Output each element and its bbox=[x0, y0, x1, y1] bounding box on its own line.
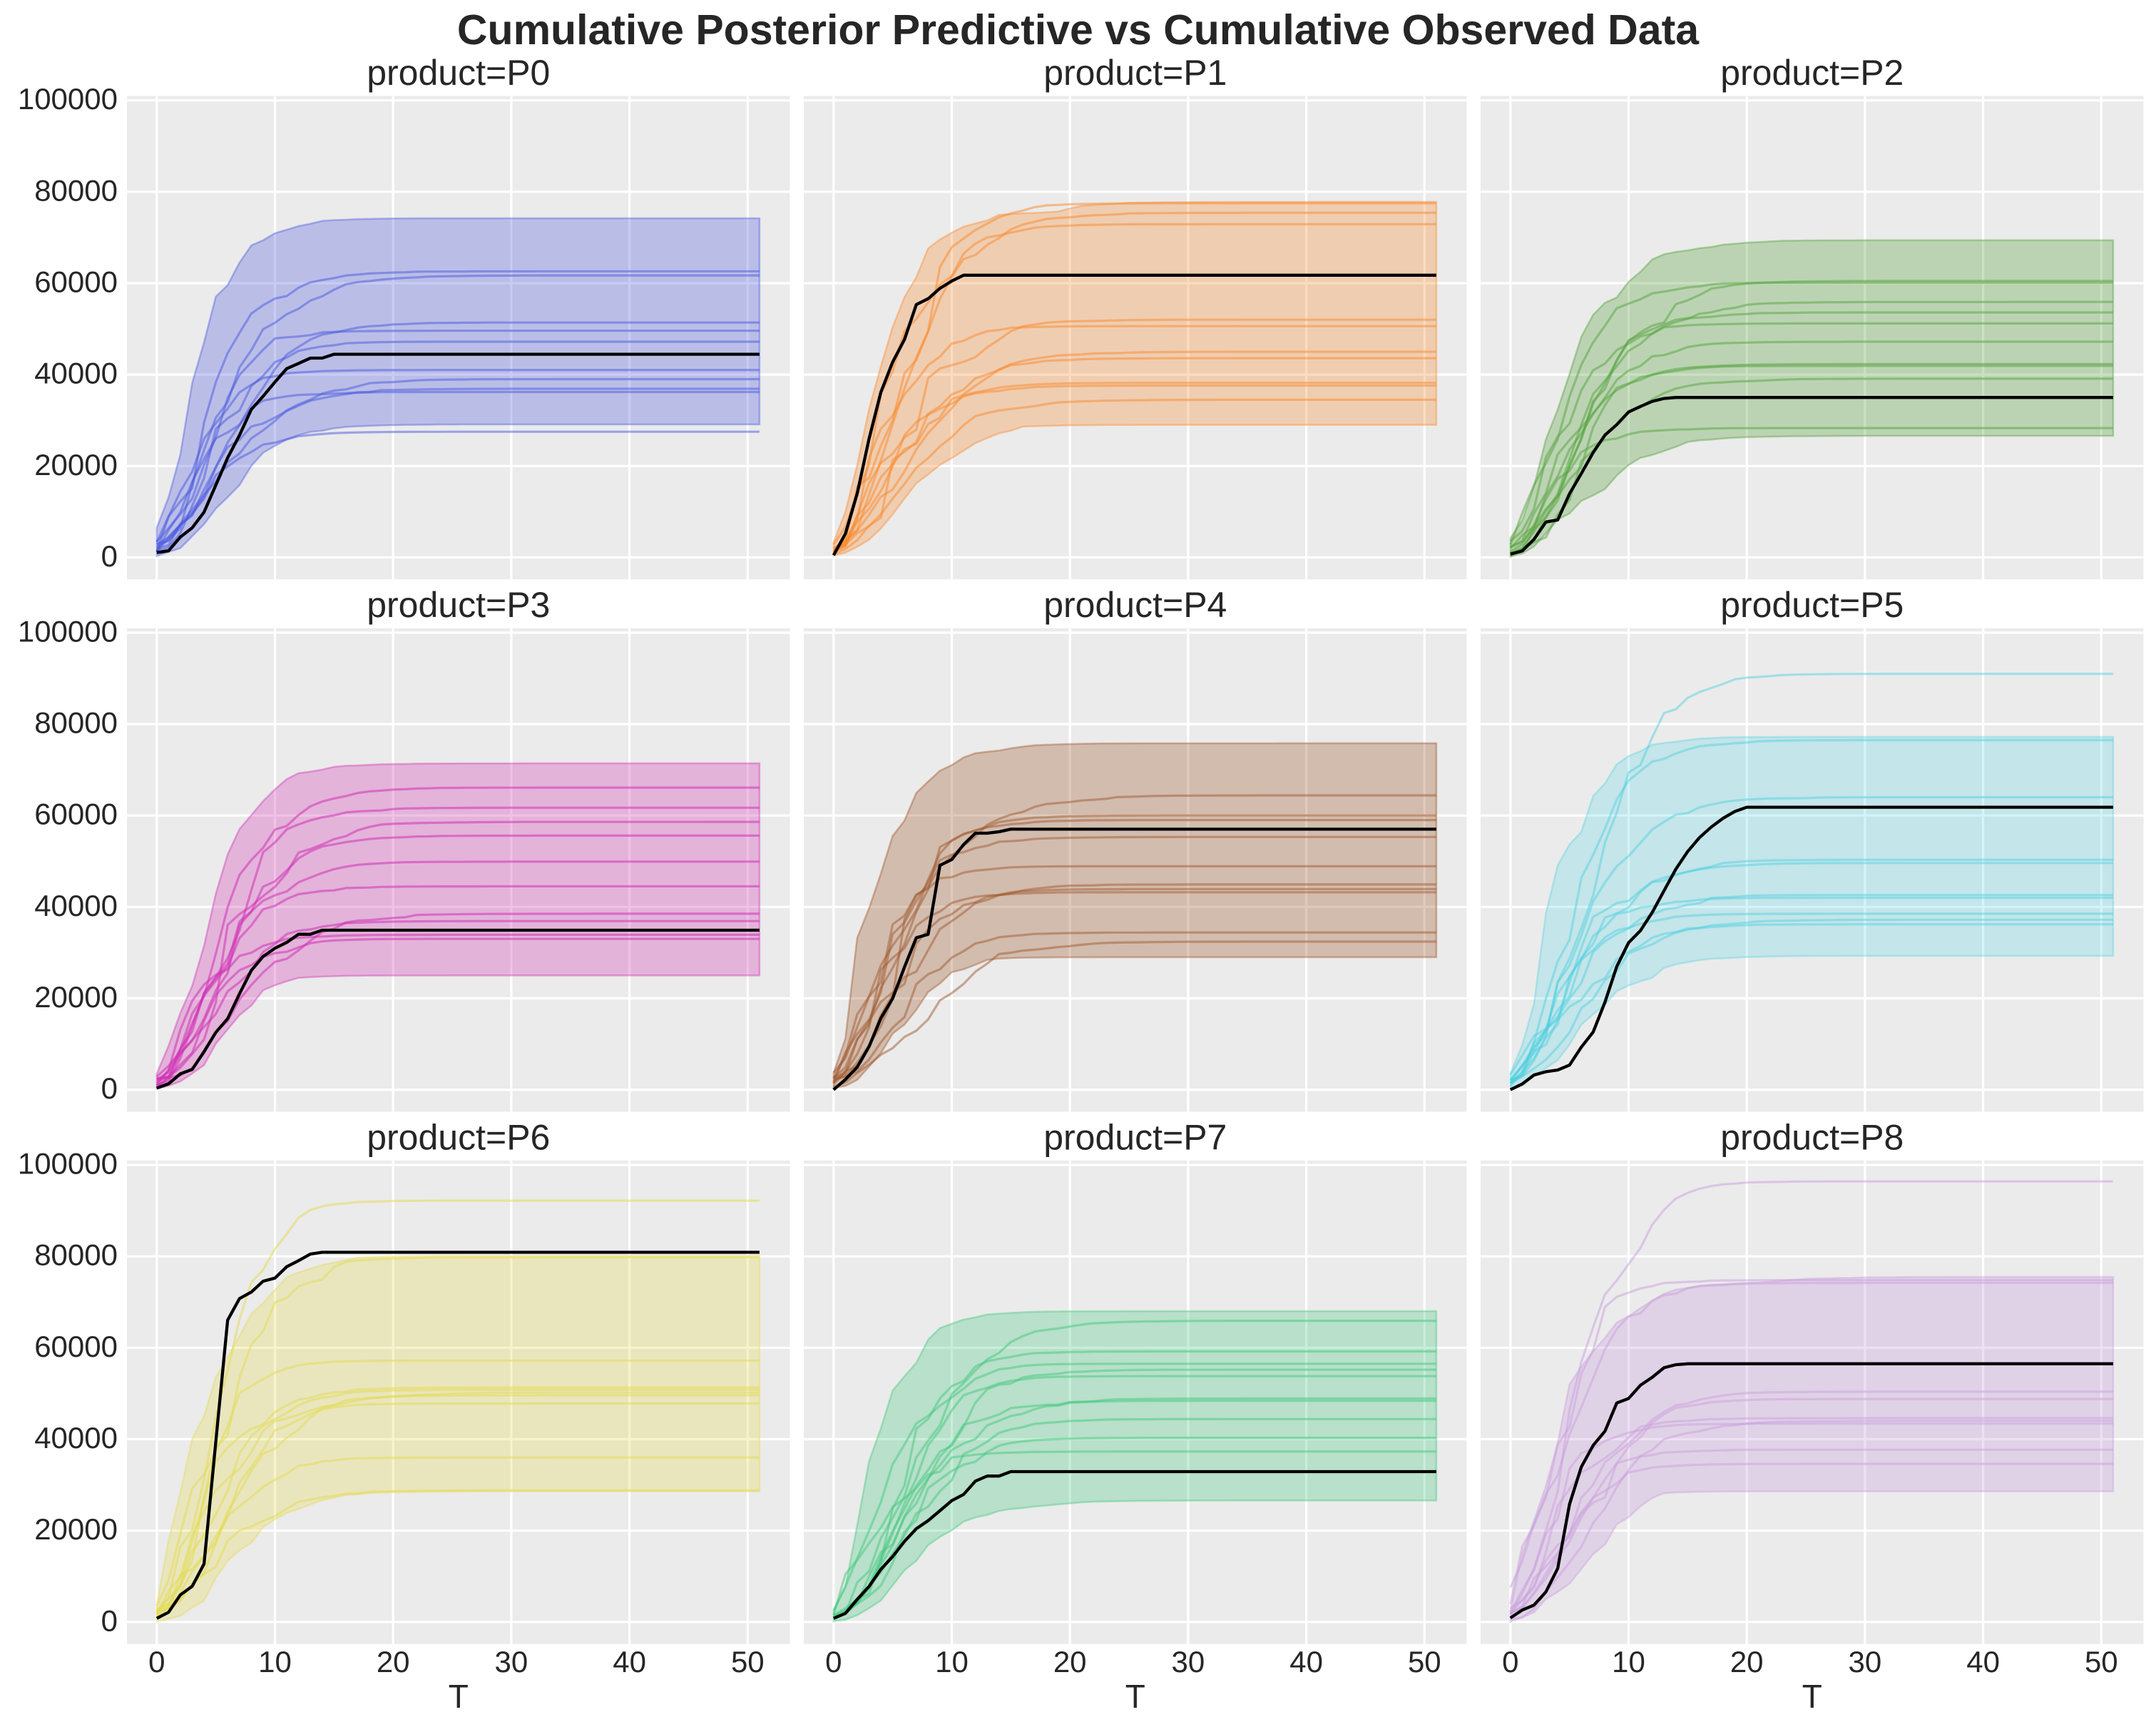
svg-text:T: T bbox=[1802, 1678, 1822, 1715]
svg-text:product=P0: product=P0 bbox=[367, 53, 550, 93]
svg-text:product=P1: product=P1 bbox=[1043, 53, 1227, 93]
svg-text:Cumulative Posterior Predictiv: Cumulative Posterior Predictive vs Cumul… bbox=[457, 6, 1700, 54]
svg-text:80000: 80000 bbox=[34, 173, 118, 207]
svg-text:0: 0 bbox=[1502, 1645, 1518, 1678]
svg-text:30: 30 bbox=[1172, 1645, 1205, 1678]
svg-text:100000: 100000 bbox=[18, 614, 118, 648]
svg-text:0: 0 bbox=[101, 1071, 118, 1105]
svg-text:30: 30 bbox=[495, 1645, 528, 1678]
svg-text:40: 40 bbox=[613, 1645, 646, 1678]
svg-text:20: 20 bbox=[1053, 1645, 1087, 1678]
svg-text:20000: 20000 bbox=[34, 1512, 118, 1546]
svg-text:20: 20 bbox=[377, 1645, 410, 1678]
svg-text:40000: 40000 bbox=[34, 889, 118, 922]
svg-text:0: 0 bbox=[101, 1604, 118, 1637]
svg-text:product=P6: product=P6 bbox=[367, 1117, 550, 1157]
svg-text:50: 50 bbox=[2085, 1645, 2118, 1678]
svg-text:20000: 20000 bbox=[34, 980, 118, 1014]
svg-text:product=P3: product=P3 bbox=[367, 585, 550, 625]
svg-text:10: 10 bbox=[935, 1645, 969, 1678]
svg-text:20000: 20000 bbox=[34, 448, 118, 482]
svg-text:product=P8: product=P8 bbox=[1720, 1117, 1904, 1157]
svg-text:50: 50 bbox=[731, 1645, 765, 1678]
svg-text:60000: 60000 bbox=[34, 1330, 118, 1363]
svg-text:80000: 80000 bbox=[34, 706, 118, 740]
svg-text:50: 50 bbox=[1408, 1645, 1441, 1678]
svg-text:40: 40 bbox=[1289, 1645, 1323, 1678]
svg-text:product=P7: product=P7 bbox=[1043, 1117, 1227, 1157]
svg-text:10: 10 bbox=[1612, 1645, 1645, 1678]
svg-text:40000: 40000 bbox=[34, 1421, 118, 1455]
svg-text:T: T bbox=[1125, 1678, 1145, 1715]
svg-text:80000: 80000 bbox=[34, 1238, 118, 1272]
svg-text:T: T bbox=[449, 1678, 469, 1715]
svg-text:40: 40 bbox=[1966, 1645, 2000, 1678]
svg-text:product=P5: product=P5 bbox=[1720, 585, 1904, 625]
svg-text:60000: 60000 bbox=[34, 798, 118, 831]
svg-text:10: 10 bbox=[258, 1645, 292, 1678]
svg-text:product=P4: product=P4 bbox=[1043, 585, 1227, 625]
svg-text:60000: 60000 bbox=[34, 265, 118, 299]
svg-text:0: 0 bbox=[101, 539, 118, 573]
svg-text:100000: 100000 bbox=[18, 1147, 118, 1181]
svg-text:20: 20 bbox=[1730, 1645, 1764, 1678]
svg-text:product=P2: product=P2 bbox=[1720, 53, 1904, 93]
svg-text:40000: 40000 bbox=[34, 357, 118, 390]
svg-text:0: 0 bbox=[148, 1645, 165, 1678]
svg-text:100000: 100000 bbox=[18, 82, 118, 116]
svg-text:0: 0 bbox=[825, 1645, 842, 1678]
svg-text:30: 30 bbox=[1849, 1645, 1882, 1678]
